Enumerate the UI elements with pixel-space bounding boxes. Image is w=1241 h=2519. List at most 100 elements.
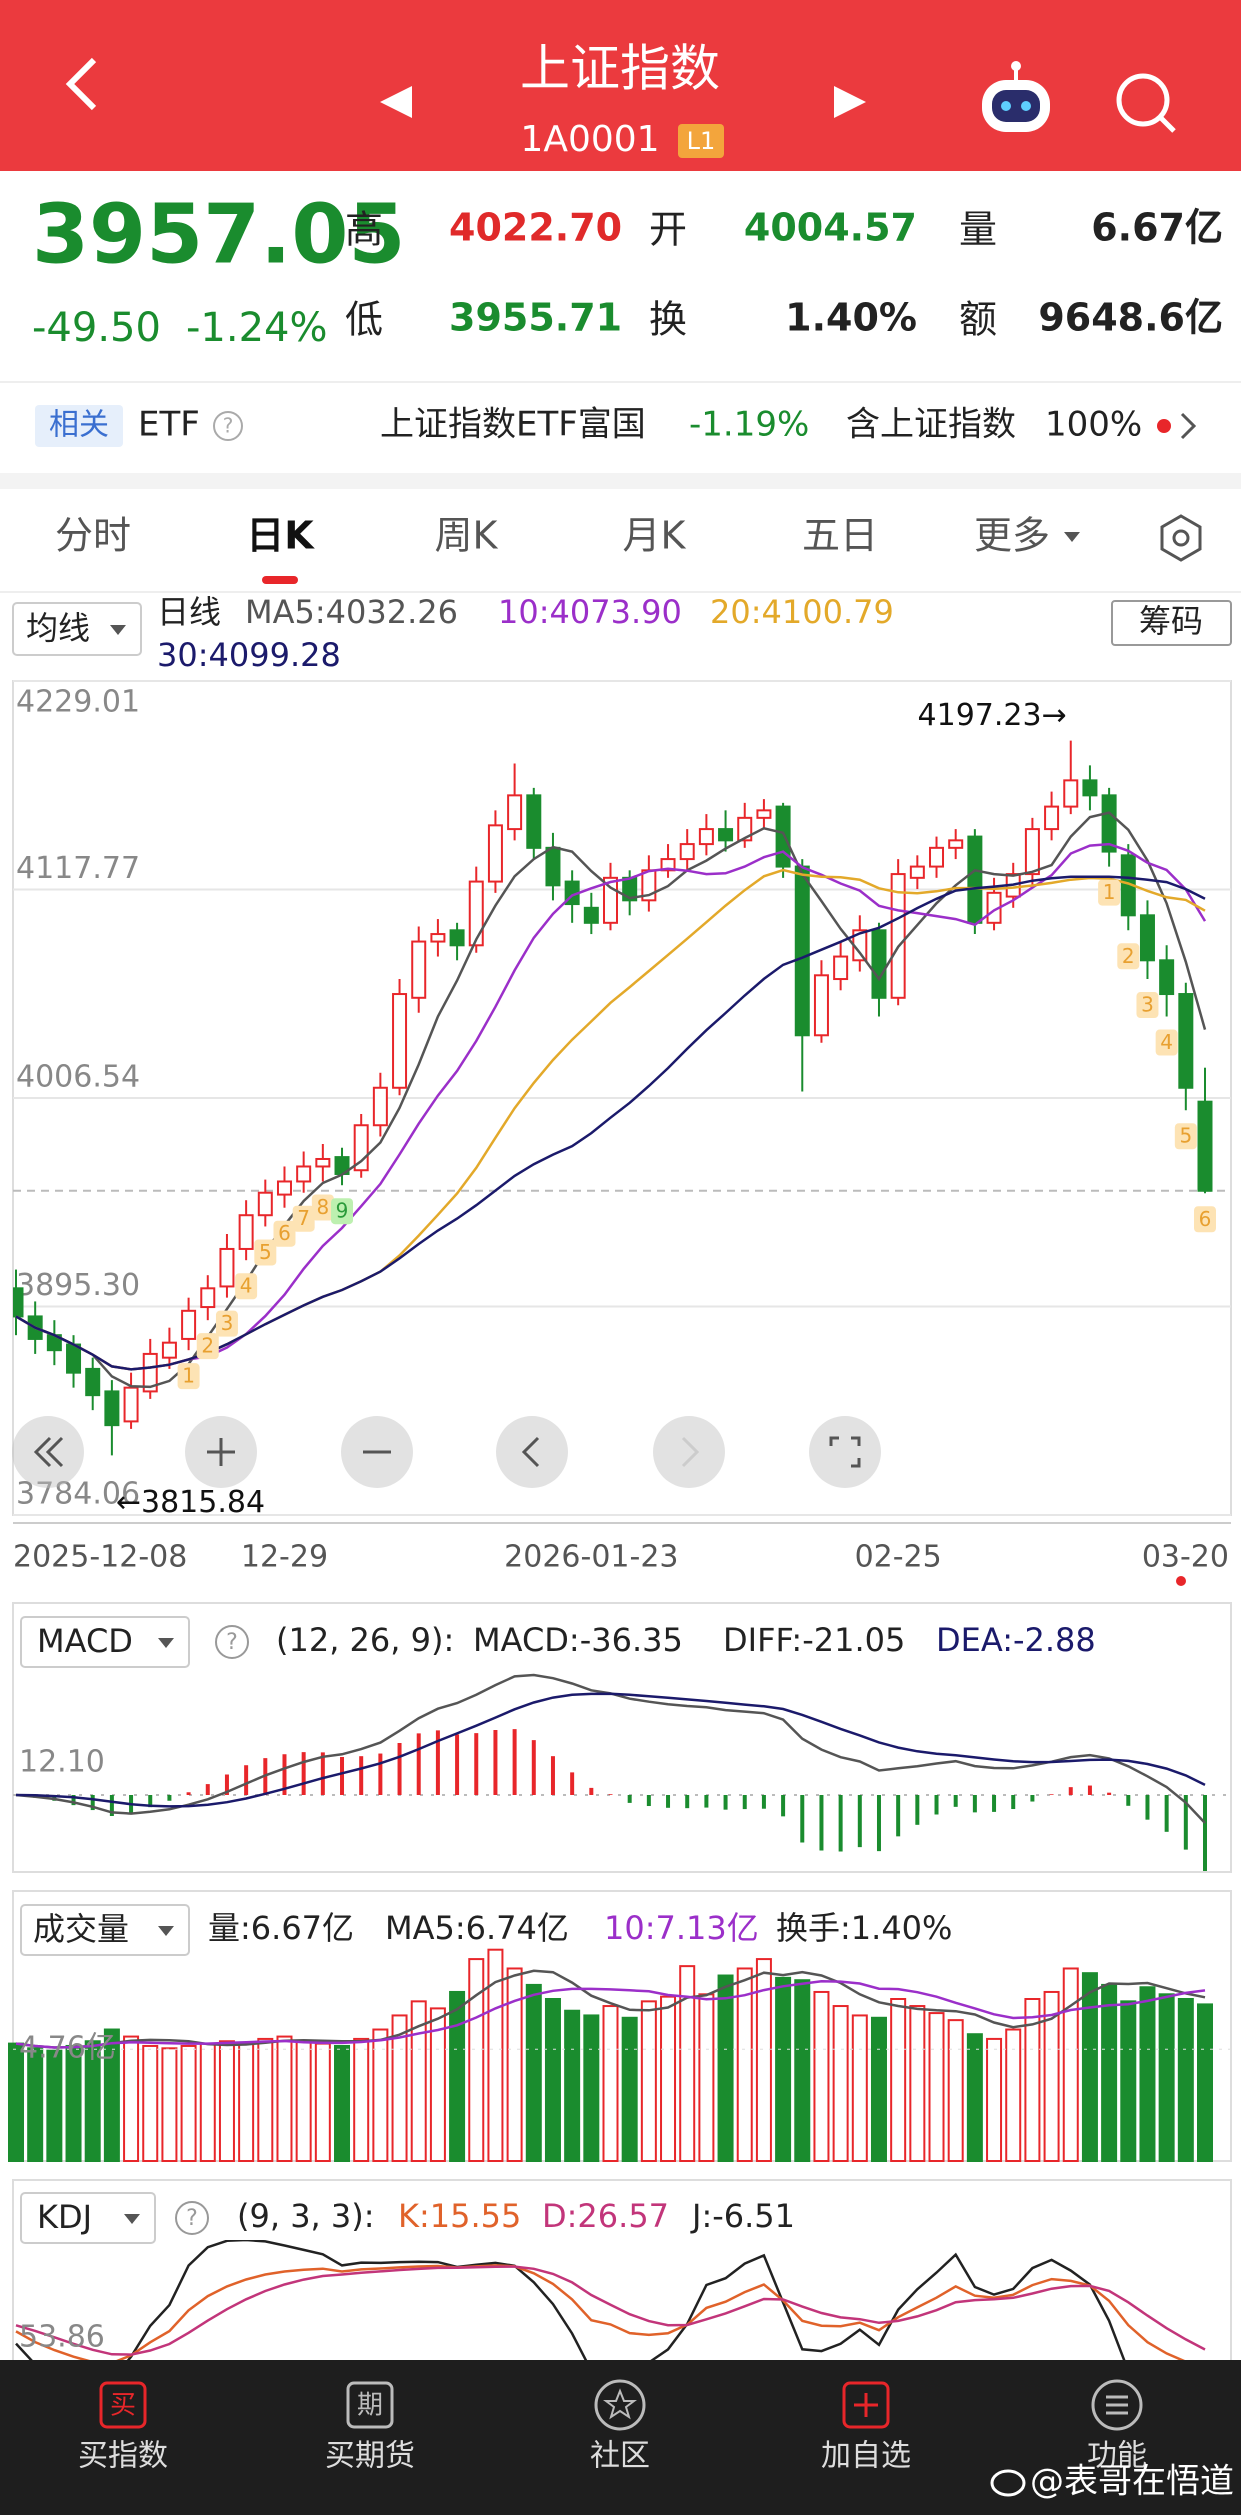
j-value: J:-6.51 — [690, 2197, 795, 2235]
candle-body — [583, 906, 599, 924]
y-tick-label: 4006.54 — [16, 1059, 140, 1094]
etf-holding-pct: 100% — [1045, 405, 1142, 445]
field-label: 换 — [649, 298, 687, 342]
td-marker — [331, 1198, 354, 1225]
tab-active[interactable]: 日K — [246, 514, 315, 558]
volume-bar — [947, 2019, 964, 2163]
tab[interactable]: 五日 — [802, 514, 878, 558]
td-marker-text: 3 — [1141, 993, 1154, 1017]
volume-bar — [525, 1983, 542, 2163]
period-label: 日线 — [157, 593, 221, 631]
chips-button[interactable] — [1111, 600, 1232, 646]
help-icon[interactable] — [215, 1625, 249, 1659]
field-label: 额 — [959, 298, 997, 342]
etf-row[interactable]: 相关 ETF ? 上证指数ETF富国 -1.19% 含上证指数 100% — [35, 405, 1197, 448]
candle-body — [1101, 794, 1117, 853]
settings-icon[interactable] — [1160, 514, 1202, 562]
candle-body — [507, 794, 523, 831]
volume-bar — [870, 2016, 887, 2162]
nav-item[interactable]: 社区 — [590, 2379, 650, 2474]
y-tick-label: 4.76亿 — [19, 2031, 116, 2066]
ma-line — [15, 868, 1206, 1371]
candle-body — [13, 1287, 24, 1318]
volume-bar — [27, 2047, 44, 2163]
volume-bar — [372, 2028, 389, 2162]
etf-holding: 含上证指数 — [846, 405, 1016, 445]
candle-body — [430, 933, 446, 943]
volume-bar — [1177, 1998, 1194, 2162]
latest-dot — [1176, 1576, 1186, 1586]
candle-body — [545, 846, 561, 887]
nav-item[interactable]: 买 买指数 — [78, 2381, 168, 2474]
tab-more[interactable]: 更多 — [974, 514, 1050, 558]
ma-label: 30:4099.28 — [157, 636, 341, 674]
control-right[interactable] — [653, 1416, 725, 1488]
volume-ma-line — [15, 1979, 1206, 2049]
td-marker — [215, 1310, 238, 1337]
tab[interactable]: 月K — [623, 514, 687, 558]
ma-label: MA5:4032.26 — [245, 593, 458, 631]
control-left[interactable] — [496, 1416, 568, 1488]
volume-value: 量:6.67亿 — [208, 1909, 354, 1947]
prev-button[interactable] — [380, 86, 412, 118]
candle-body — [1159, 959, 1175, 996]
volume-bar — [698, 1993, 715, 2162]
candle-body — [392, 993, 408, 1089]
field-value: 3955.71 — [449, 296, 622, 340]
nav-label: 加自选 — [821, 2439, 911, 2474]
field-label: 开 — [649, 208, 687, 252]
kdj-selector[interactable] — [20, 2192, 156, 2244]
k-line — [15, 2264, 1186, 2360]
kdj-selector-text: KDJ — [37, 2198, 92, 2236]
volume-bar — [238, 2042, 255, 2162]
tab[interactable]: 周K — [435, 514, 499, 558]
back-button[interactable] — [65, 57, 97, 111]
watermark: @表哥在悟道 — [990, 2462, 1234, 2502]
etf-tag: 相关 — [49, 408, 109, 443]
help-icon[interactable] — [175, 2201, 209, 2235]
volume-bar — [564, 2009, 581, 2162]
td-marker-text: 9 — [336, 1199, 349, 1223]
nav-item[interactable]: 功能 — [1087, 2379, 1147, 2474]
nav-item[interactable]: 加自选 — [821, 2381, 911, 2474]
chips-button-text: 筹码 — [1139, 602, 1203, 640]
x-tick-label: 03-20 — [1142, 1540, 1229, 1575]
volume-bar — [257, 2037, 274, 2163]
td-marker — [1098, 879, 1121, 906]
candle-body — [1178, 993, 1194, 1089]
volume-bar — [660, 1995, 677, 2163]
td-marker-text: 3 — [221, 1311, 234, 1335]
candle-body — [775, 805, 791, 868]
etf-change: -1.19% — [689, 405, 809, 445]
ma-line — [15, 811, 1207, 1389]
volume-bar — [544, 1998, 561, 2162]
field-label: 量 — [959, 208, 997, 252]
y-tick-label: 4229.01 — [16, 685, 140, 720]
candle-body — [1044, 805, 1060, 831]
search-icon[interactable] — [1116, 73, 1176, 133]
candle-body — [871, 929, 887, 999]
volume-selector[interactable] — [20, 1904, 190, 1956]
kdj-axis-label: 53.86 — [19, 2320, 105, 2355]
candle-body — [123, 1386, 139, 1423]
tab[interactable]: 分时 — [55, 514, 131, 558]
ma-selector[interactable] — [12, 602, 142, 656]
j-line — [15, 2240, 1126, 2360]
assistant-icon[interactable] — [982, 61, 1050, 132]
volume-bar — [123, 2035, 140, 2162]
control-fullscreen[interactable] — [809, 1416, 881, 1488]
macd-selector[interactable] — [20, 1616, 190, 1668]
next-button[interactable] — [834, 86, 866, 118]
nav-item[interactable]: 期 买期货 — [325, 2381, 415, 2474]
nav-icon-text: 买 — [110, 2391, 136, 2421]
td-marker — [311, 1194, 334, 1221]
macd-frame — [12, 1602, 1232, 1873]
level-badge — [678, 124, 724, 158]
candle-body — [698, 828, 714, 846]
volume-bar — [506, 1967, 523, 2163]
kdj-params: (9, 3, 3): — [237, 2197, 375, 2235]
ma-label: 20:4100.79 — [710, 593, 894, 631]
watermark-text: @表哥在悟道 — [1030, 2462, 1234, 2502]
td-marker — [196, 1333, 219, 1360]
volume-bar — [161, 2047, 178, 2163]
